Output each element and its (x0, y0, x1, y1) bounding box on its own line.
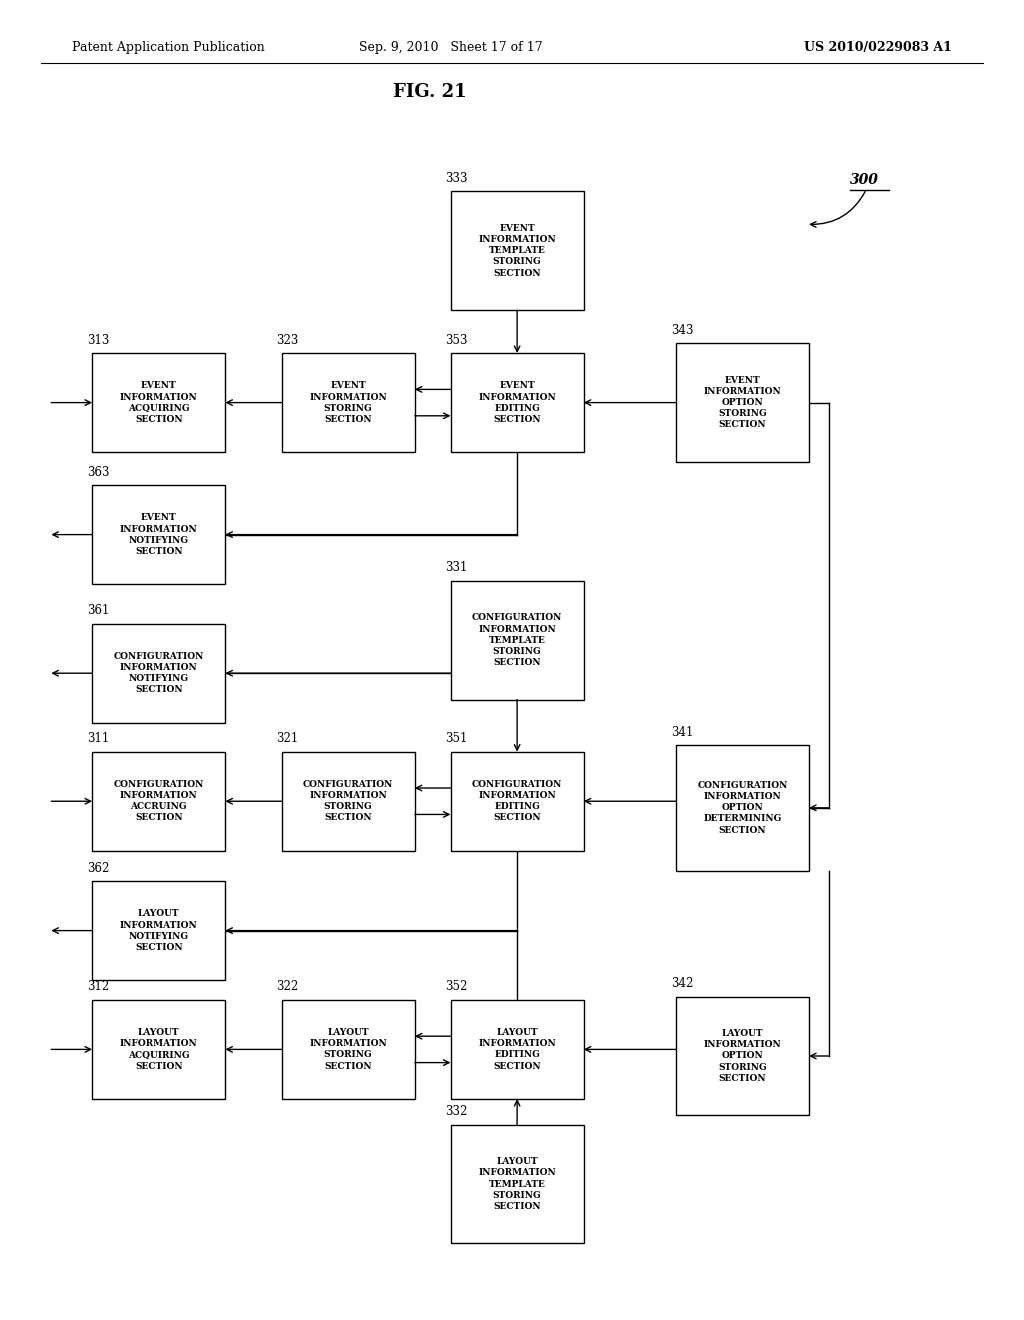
Bar (451, 581, 584, 700)
Text: 353: 353 (445, 334, 468, 347)
Text: CONFIGURATION
INFORMATION
STORING
SECTION: CONFIGURATION INFORMATION STORING SECTIO… (303, 780, 393, 822)
Bar (676, 997, 809, 1115)
Text: LAYOUT
INFORMATION
EDITING
SECTION: LAYOUT INFORMATION EDITING SECTION (478, 1028, 556, 1071)
Text: 313: 313 (87, 334, 110, 347)
Text: 342: 342 (671, 977, 693, 990)
Text: 300: 300 (850, 173, 879, 187)
Text: LAYOUT
INFORMATION
STORING
SECTION: LAYOUT INFORMATION STORING SECTION (309, 1028, 387, 1071)
Text: EVENT
INFORMATION
EDITING
SECTION: EVENT INFORMATION EDITING SECTION (478, 381, 556, 424)
Text: 361: 361 (87, 605, 110, 618)
Text: FIG. 21: FIG. 21 (393, 83, 467, 102)
Bar (282, 354, 415, 451)
Text: 331: 331 (445, 561, 468, 574)
Text: CONFIGURATION
INFORMATION
ACCRUING
SECTION: CONFIGURATION INFORMATION ACCRUING SECTI… (114, 780, 204, 822)
Text: 351: 351 (445, 733, 468, 744)
Text: CONFIGURATION
INFORMATION
EDITING
SECTION: CONFIGURATION INFORMATION EDITING SECTIO… (472, 780, 562, 822)
Bar (451, 1125, 584, 1243)
Bar (92, 1001, 225, 1098)
Text: 312: 312 (87, 981, 110, 993)
Text: LAYOUT
INFORMATION
OPTION
STORING
SECTION: LAYOUT INFORMATION OPTION STORING SECTIO… (703, 1030, 781, 1082)
Text: 352: 352 (445, 981, 468, 993)
Text: LAYOUT
INFORMATION
NOTIFYING
SECTION: LAYOUT INFORMATION NOTIFYING SECTION (120, 909, 198, 952)
Bar (92, 354, 225, 451)
Text: EVENT
INFORMATION
STORING
SECTION: EVENT INFORMATION STORING SECTION (309, 381, 387, 424)
Bar (92, 751, 225, 850)
Bar (451, 751, 584, 850)
Text: 321: 321 (276, 733, 299, 744)
Text: 363: 363 (87, 466, 110, 479)
Bar (451, 1001, 584, 1098)
Text: 343: 343 (671, 323, 693, 337)
Text: CONFIGURATION
INFORMATION
OPTION
DETERMINING
SECTION: CONFIGURATION INFORMATION OPTION DETERMI… (697, 781, 787, 834)
Bar (282, 751, 415, 850)
Text: EVENT
INFORMATION
TEMPLATE
STORING
SECTION: EVENT INFORMATION TEMPLATE STORING SECTI… (478, 224, 556, 277)
Text: EVENT
INFORMATION
ACQUIRING
SECTION: EVENT INFORMATION ACQUIRING SECTION (120, 381, 198, 424)
Text: 332: 332 (445, 1105, 468, 1118)
Bar (451, 191, 584, 310)
Bar (676, 343, 809, 462)
Text: 322: 322 (276, 981, 299, 993)
Text: US 2010/0229083 A1: US 2010/0229083 A1 (805, 41, 952, 54)
Text: CONFIGURATION
INFORMATION
TEMPLATE
STORING
SECTION: CONFIGURATION INFORMATION TEMPLATE STORI… (472, 614, 562, 667)
Text: EVENT
INFORMATION
OPTION
STORING
SECTION: EVENT INFORMATION OPTION STORING SECTION (703, 376, 781, 429)
Text: 311: 311 (87, 733, 110, 744)
Text: 333: 333 (445, 172, 468, 185)
Text: EVENT
INFORMATION
NOTIFYING
SECTION: EVENT INFORMATION NOTIFYING SECTION (120, 513, 198, 556)
Text: 362: 362 (87, 862, 110, 875)
Text: LAYOUT
INFORMATION
ACQUIRING
SECTION: LAYOUT INFORMATION ACQUIRING SECTION (120, 1028, 198, 1071)
Text: 341: 341 (671, 726, 693, 739)
Text: 323: 323 (276, 334, 299, 347)
Bar (282, 1001, 415, 1098)
Text: CONFIGURATION
INFORMATION
NOTIFYING
SECTION: CONFIGURATION INFORMATION NOTIFYING SECT… (114, 652, 204, 694)
Text: Sep. 9, 2010   Sheet 17 of 17: Sep. 9, 2010 Sheet 17 of 17 (358, 41, 543, 54)
Bar (92, 624, 225, 722)
Text: LAYOUT
INFORMATION
TEMPLATE
STORING
SECTION: LAYOUT INFORMATION TEMPLATE STORING SECT… (478, 1158, 556, 1210)
Bar (92, 882, 225, 979)
Bar (676, 744, 809, 871)
Bar (451, 354, 584, 451)
Bar (92, 486, 225, 583)
Text: Patent Application Publication: Patent Application Publication (72, 41, 264, 54)
